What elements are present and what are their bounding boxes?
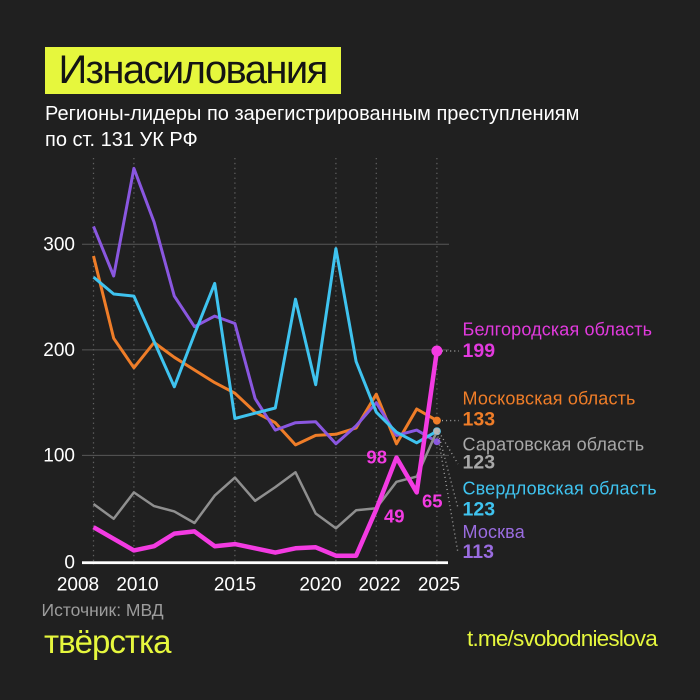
svg-text:100: 100 xyxy=(43,446,75,467)
svg-text:0: 0 xyxy=(64,553,75,574)
svg-text:65: 65 xyxy=(422,491,443,512)
svg-text:Московская область: Московская область xyxy=(463,389,636,409)
svg-text:2020: 2020 xyxy=(299,575,341,596)
svg-text:49: 49 xyxy=(384,506,405,527)
svg-text:300: 300 xyxy=(43,234,75,255)
svg-text:2010: 2010 xyxy=(116,575,158,596)
svg-text:Саратовская область: Саратовская область xyxy=(463,435,645,455)
svg-text:Свердловская область: Свердловская область xyxy=(463,479,657,499)
svg-text:200: 200 xyxy=(43,340,75,361)
svg-text:Белгородская область: Белгородская область xyxy=(463,320,653,340)
svg-text:123: 123 xyxy=(463,499,496,521)
svg-text:113: 113 xyxy=(463,541,495,563)
svg-text:2022: 2022 xyxy=(358,575,400,596)
svg-text:133: 133 xyxy=(463,409,496,431)
svg-text:199: 199 xyxy=(463,340,496,362)
svg-text:2025: 2025 xyxy=(418,575,460,596)
svg-text:2008: 2008 xyxy=(57,575,99,596)
svg-text:123: 123 xyxy=(463,452,496,474)
svg-text:2015: 2015 xyxy=(214,575,256,596)
svg-text:98: 98 xyxy=(366,447,387,468)
svg-text:Москва: Москва xyxy=(463,522,526,542)
